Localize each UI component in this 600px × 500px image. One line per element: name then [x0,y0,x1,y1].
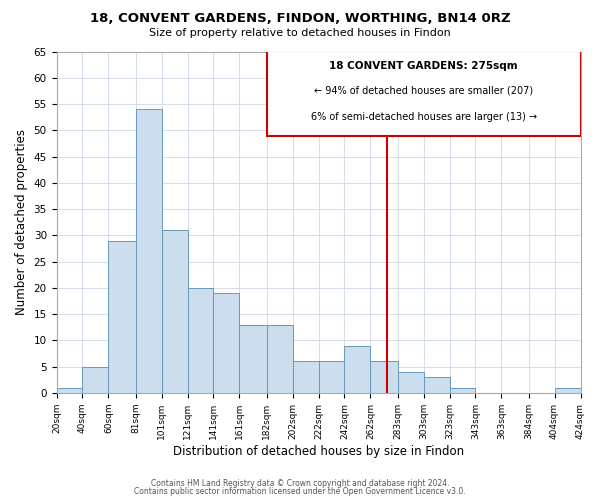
Bar [56,388,82,393]
Bar [319,362,344,393]
Bar [293,362,319,393]
Text: Contains HM Land Registry data © Crown copyright and database right 2024.: Contains HM Land Registry data © Crown c… [151,478,449,488]
Bar [214,293,239,393]
Text: Contains public sector information licensed under the Open Government Licence v3: Contains public sector information licen… [134,487,466,496]
Bar [449,388,475,393]
Bar [344,346,370,393]
Text: 18 CONVENT GARDENS: 275sqm: 18 CONVENT GARDENS: 275sqm [329,61,518,71]
Bar [239,324,266,393]
Bar [554,388,581,393]
Bar [398,372,424,393]
Bar [161,230,188,393]
Bar [266,52,581,136]
Bar [188,288,214,393]
Bar [109,240,136,393]
Text: ← 94% of detached houses are smaller (207): ← 94% of detached houses are smaller (20… [314,86,533,96]
Text: Size of property relative to detached houses in Findon: Size of property relative to detached ho… [149,28,451,38]
Bar [266,324,293,393]
Y-axis label: Number of detached properties: Number of detached properties [15,129,28,315]
Bar [82,366,109,393]
Bar [370,362,398,393]
Text: 18, CONVENT GARDENS, FINDON, WORTHING, BN14 0RZ: 18, CONVENT GARDENS, FINDON, WORTHING, B… [89,12,511,26]
X-axis label: Distribution of detached houses by size in Findon: Distribution of detached houses by size … [173,444,464,458]
Text: 6% of semi-detached houses are larger (13) →: 6% of semi-detached houses are larger (1… [311,112,536,122]
Bar [136,110,161,393]
Bar [424,377,449,393]
